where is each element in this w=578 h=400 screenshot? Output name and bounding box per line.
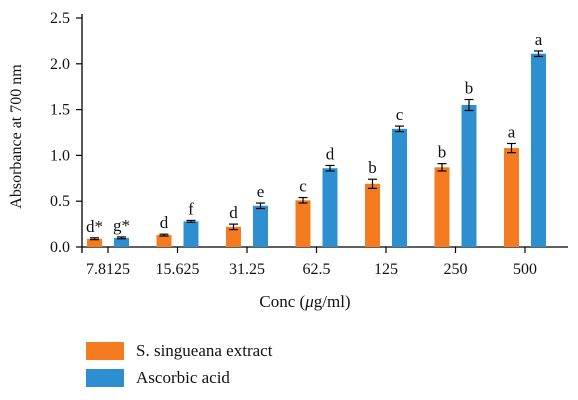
bar-extract [226, 226, 241, 247]
bar-extract [295, 200, 311, 247]
bar-ascorbic [183, 221, 199, 247]
bar-extract [156, 235, 172, 247]
bar-extract [434, 167, 450, 247]
legend-item-extract: S. singueana extract [86, 340, 272, 362]
x-tick-label: 125 [374, 261, 398, 278]
x-tick-label: 15.625 [156, 261, 200, 278]
y-tick-label: 0.0 [50, 239, 70, 256]
bar-extract [504, 148, 519, 247]
bar-ascorbic [461, 105, 477, 248]
significance-label: f [188, 199, 194, 218]
x-tick-label: 31.25 [229, 261, 265, 278]
legend-label-ascorbic: Ascorbic acid [136, 368, 230, 387]
significance-label: d [326, 144, 335, 163]
x-tick-label: 7.8125 [86, 261, 130, 278]
bar-ascorbic [114, 237, 129, 247]
significance-label: b [465, 79, 474, 98]
y-tick-label: 1.5 [50, 102, 70, 119]
significance-label: b [368, 158, 377, 177]
x-tick-label: 62.5 [303, 261, 331, 278]
y-axis-label: Absorbance at 700 nm [8, 64, 25, 209]
significance-label: a [508, 122, 516, 141]
y-tick-label: 1.0 [50, 147, 70, 164]
significance-label: d* [86, 217, 103, 236]
bar-ascorbic [392, 128, 407, 247]
significance-label: g* [113, 216, 130, 235]
x-axis-label: Conc (μg/ml) [259, 292, 350, 311]
legend-label-extract: S. singueana extract [136, 341, 273, 360]
significance-label: c [299, 177, 307, 196]
legend-item-ascorbic: Ascorbic acid [86, 367, 272, 389]
y-tick-label: 2.0 [50, 56, 70, 73]
significance-label: b [438, 143, 447, 162]
significance-label: c [396, 105, 404, 124]
legend-swatch-ascorbic [86, 369, 124, 387]
significance-label: e [257, 182, 265, 201]
y-tick-label: 2.5 [50, 10, 70, 27]
legend: S. singueana extract Ascorbic acid [86, 340, 272, 394]
x-tick-label: 250 [444, 261, 468, 278]
legend-swatch-extract [86, 342, 124, 360]
chart: 0.0 0.5 1.0 1.5 2.0 2.5 Absorbance at 700 nm 7.… [8, 10, 568, 311]
bar-ascorbic [531, 53, 546, 247]
y-tick-label: 0.5 [50, 193, 70, 210]
bar-extract [87, 238, 102, 247]
x-tick-label: 500 [513, 261, 537, 278]
significance-label: a [535, 30, 543, 49]
significance-label: d [160, 213, 169, 232]
significance-label: d [229, 203, 238, 222]
bar-extract [365, 183, 380, 247]
bar-ascorbic [253, 205, 268, 247]
bar-ascorbic [322, 168, 338, 247]
